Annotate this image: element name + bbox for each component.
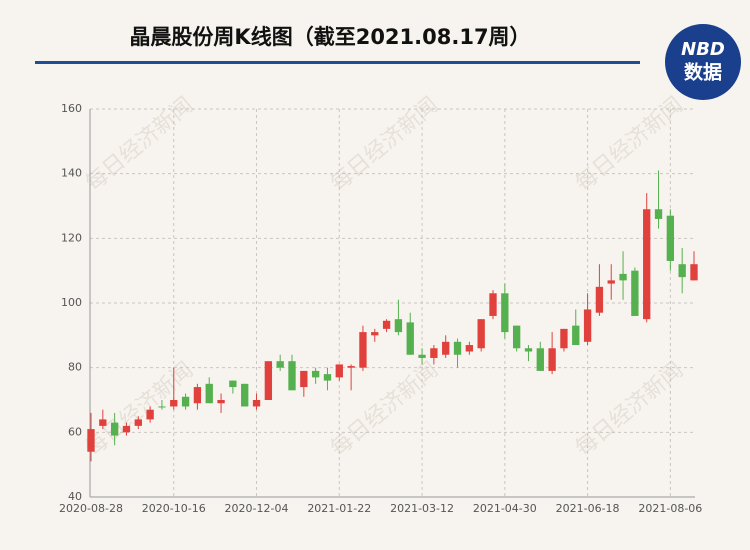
candle-body: [371, 332, 379, 336]
candle-body: [678, 264, 686, 278]
x-tick-label: 2020-08-28: [59, 502, 123, 515]
y-tick-label: 100: [61, 296, 82, 309]
candle-body: [87, 429, 95, 452]
y-tick-label: 140: [61, 167, 82, 180]
x-tick-label: 2021-01-22: [307, 502, 371, 515]
candle-body: [229, 380, 237, 388]
candle-body: [99, 419, 107, 426]
y-tick-label: 120: [61, 231, 82, 244]
candle-body: [560, 328, 568, 349]
candle-body: [300, 370, 308, 388]
candle-body: [524, 348, 533, 352]
candle-body: [501, 293, 509, 333]
candle-body: [607, 280, 615, 284]
candle-body: [690, 264, 698, 281]
candle-body: [512, 325, 521, 349]
y-tick-label: 40: [68, 490, 82, 503]
candle-body: [347, 366, 355, 368]
candle-body: [146, 409, 154, 420]
x-tick-label: 2020-12-04: [225, 502, 289, 515]
y-tick-label: 160: [61, 102, 82, 115]
x-tick-label: 2020-10-16: [142, 502, 206, 515]
logo: [665, 24, 741, 100]
x-tick-label: 2021-06-18: [556, 502, 620, 515]
y-tick-label: 80: [68, 361, 82, 374]
candle-body: [110, 422, 119, 436]
candle-body: [536, 348, 544, 371]
logo-brand: NBD: [681, 39, 725, 60]
chart-title: 晶晨股份周K线图（截至2021.08.17周）: [129, 25, 530, 49]
candle-body: [252, 400, 261, 407]
candle-body: [170, 400, 178, 407]
candle-body: [666, 215, 675, 261]
candle-body: [134, 419, 142, 426]
candle-body: [477, 319, 485, 349]
candle-body: [264, 361, 273, 400]
candle-body: [276, 361, 284, 368]
candle-body: [572, 325, 580, 346]
candle-body: [359, 332, 367, 368]
candle-body: [418, 354, 426, 358]
candle-body: [288, 361, 296, 391]
candle-body: [595, 286, 604, 313]
logo-label: 数据: [684, 61, 722, 84]
watermark: 每日经济新闻: [81, 358, 198, 462]
x-tick-label: 2021-04-30: [473, 502, 537, 515]
x-tick-label: 2021-08-06: [638, 502, 702, 515]
watermark: 每日经济新闻: [326, 358, 443, 462]
candle-body: [643, 209, 651, 320]
candle-body: [442, 341, 450, 355]
candle-body: [631, 270, 639, 316]
candle-body: [394, 319, 403, 333]
watermark: 每日经济新闻: [81, 93, 198, 197]
candle-body: [406, 322, 414, 355]
candle-body: [122, 425, 131, 433]
title-underline: [35, 61, 640, 64]
candle-body: [181, 396, 190, 407]
candle-body: [583, 309, 592, 342]
watermark: 每日经济新闻: [326, 93, 443, 197]
candle-body: [382, 320, 391, 329]
candle-body: [548, 348, 556, 371]
candle-body: [465, 345, 474, 352]
candle-body: [205, 383, 213, 404]
y-tick-label: 60: [68, 425, 82, 438]
candle-body: [323, 374, 332, 381]
candle-body: [158, 406, 166, 408]
x-tick-label: 2021-03-12: [390, 502, 454, 515]
candle-body: [489, 293, 497, 316]
candle-body: [619, 273, 627, 281]
candle-body: [430, 348, 438, 358]
candle-body: [193, 387, 202, 404]
candle-body: [453, 341, 462, 355]
candle-body: [335, 364, 343, 378]
candle-body: [311, 370, 320, 378]
candle-body: [241, 383, 249, 407]
candle-body: [654, 209, 663, 219]
candle-body: [217, 400, 225, 404]
